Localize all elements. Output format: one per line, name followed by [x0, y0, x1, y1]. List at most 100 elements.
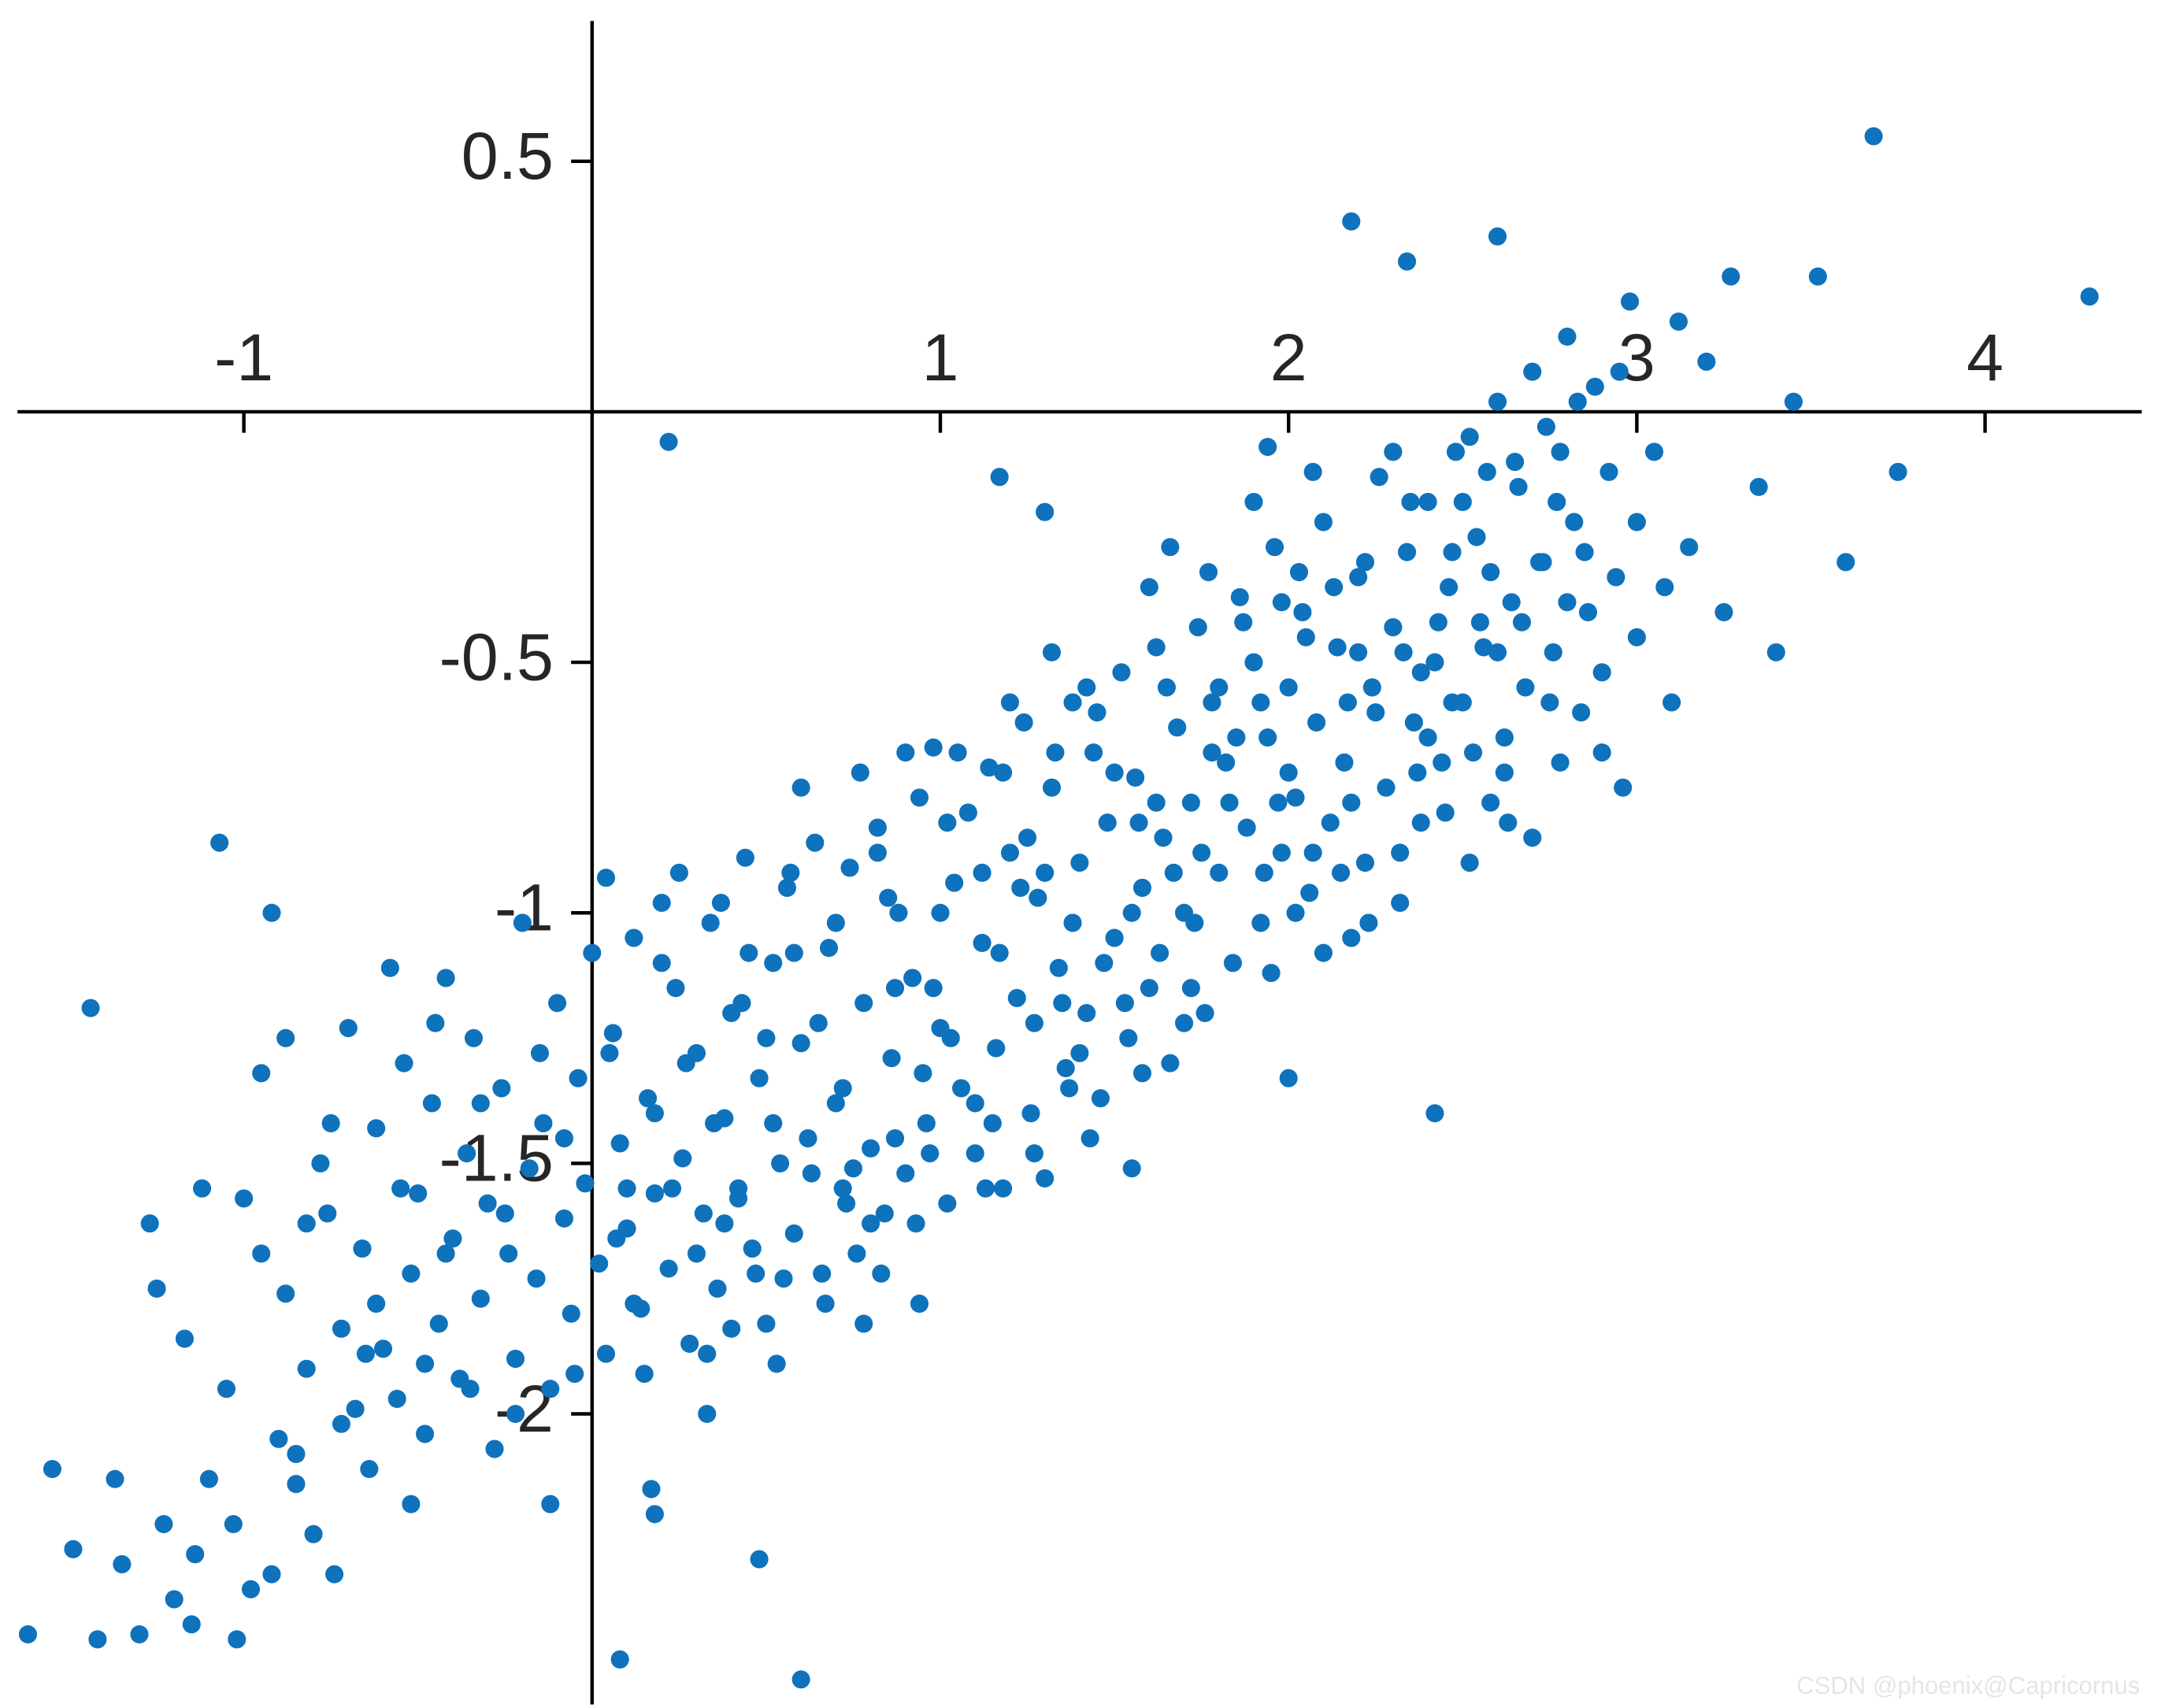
scatter-point	[636, 1365, 654, 1383]
scatter-point	[1088, 703, 1106, 721]
scatter-point	[506, 1405, 524, 1423]
y-tick-label: 0.5	[461, 119, 554, 193]
scatter-point	[739, 944, 758, 962]
scatter-point	[531, 1044, 549, 1062]
scatter-point	[1565, 513, 1583, 531]
scatter-point	[311, 1154, 329, 1173]
scatter-point	[1499, 813, 1517, 832]
scatter-point	[1203, 743, 1221, 761]
scatter-point	[1199, 563, 1218, 581]
scatter-point	[1280, 1069, 1298, 1087]
scatter-point	[1168, 718, 1186, 736]
scatter-point	[1266, 538, 1284, 556]
scatter-point	[1273, 593, 1291, 611]
scatter-point	[625, 1295, 643, 1313]
scatter-point	[1391, 894, 1409, 912]
scatter-point	[1576, 543, 1594, 561]
scatter-point	[416, 1425, 434, 1443]
scatter-point	[1548, 493, 1566, 511]
x-tick-label: 1	[922, 320, 959, 395]
scatter-point	[1238, 819, 1256, 837]
scatter-point	[757, 1029, 775, 1047]
scatter-point	[242, 1580, 260, 1599]
scatter-point	[764, 954, 782, 972]
scatter-point	[287, 1445, 305, 1463]
scatter-point	[732, 994, 751, 1012]
scatter-point	[1722, 268, 1740, 286]
scatter-point	[252, 1064, 270, 1082]
scatter-point	[332, 1415, 350, 1433]
scatter-point	[660, 1259, 678, 1277]
scatter-point	[642, 1480, 660, 1498]
scatter-point	[757, 1314, 775, 1332]
scatter-point	[1251, 913, 1270, 932]
scatter-point	[977, 1180, 995, 1198]
scatter-point	[966, 1144, 984, 1162]
scatter-point	[1496, 764, 1514, 782]
scatter-point	[1269, 794, 1287, 812]
scatter-point	[154, 1515, 172, 1533]
scatter-point	[1210, 864, 1228, 882]
scatter-point	[715, 1214, 733, 1232]
scatter-point	[1050, 959, 1068, 977]
scatter-point	[1533, 553, 1551, 571]
scatter-point	[1454, 493, 1472, 511]
scatter-point	[1342, 213, 1360, 231]
scatter-point	[1064, 693, 1082, 711]
scatter-point	[1889, 463, 1907, 481]
scatter-point	[1516, 678, 1534, 696]
scatter-point	[1106, 764, 1124, 782]
scatter-point	[1436, 803, 1455, 821]
scatter-point	[360, 1460, 378, 1478]
scatter-point	[792, 1670, 810, 1688]
scatter-point	[82, 999, 100, 1017]
scatter-point	[1628, 628, 1646, 647]
scatter-point	[1099, 813, 1117, 832]
scatter-point	[886, 979, 904, 997]
scatter-point	[19, 1625, 37, 1643]
scatter-point	[677, 1054, 695, 1073]
scatter-point	[1384, 618, 1402, 636]
scatter-point	[1095, 954, 1113, 972]
scatter-point	[1220, 794, 1238, 812]
scatter-point	[872, 1265, 890, 1283]
scatter-point	[938, 813, 956, 832]
scatter-point	[1398, 253, 1416, 271]
scatter-point	[688, 1244, 706, 1262]
scatter-point	[952, 1079, 970, 1097]
scatter-point	[193, 1180, 211, 1198]
scatter-point	[862, 1139, 880, 1158]
scatter-point	[64, 1540, 82, 1558]
scatter-point	[646, 1505, 664, 1523]
scatter-point	[200, 1470, 218, 1488]
scatter-point	[886, 1129, 904, 1147]
scatter-point	[1419, 493, 1437, 511]
x-tick-label: 2	[1270, 320, 1307, 395]
scatter-point	[817, 1295, 835, 1313]
scatter-point	[1551, 443, 1570, 461]
scatter-point	[1443, 693, 1461, 711]
scatter-point	[778, 879, 796, 897]
scatter-point	[1496, 728, 1514, 747]
scatter-point	[910, 788, 929, 806]
scatter-point	[1210, 678, 1228, 696]
scatter-point	[1408, 764, 1426, 782]
scatter-point	[771, 1154, 789, 1173]
scatter-point	[1154, 828, 1172, 847]
scatter-point	[1147, 794, 1166, 812]
scatter-point	[1447, 443, 1465, 461]
scatter-point	[1579, 603, 1597, 621]
scatter-point	[148, 1280, 166, 1298]
scatter-point	[1130, 813, 1148, 832]
scatter-point	[106, 1470, 124, 1488]
scatter-point	[611, 1651, 629, 1669]
scatter-point	[437, 1244, 455, 1262]
scatter-point	[1001, 843, 1019, 861]
scatter-point	[1377, 779, 1395, 797]
scatter-point	[388, 1390, 406, 1408]
scatter-point	[534, 1114, 552, 1132]
scatter-point	[1053, 994, 1071, 1012]
scatter-point	[736, 849, 754, 867]
scatter-point	[834, 1180, 852, 1198]
scatter-point	[1112, 663, 1130, 681]
